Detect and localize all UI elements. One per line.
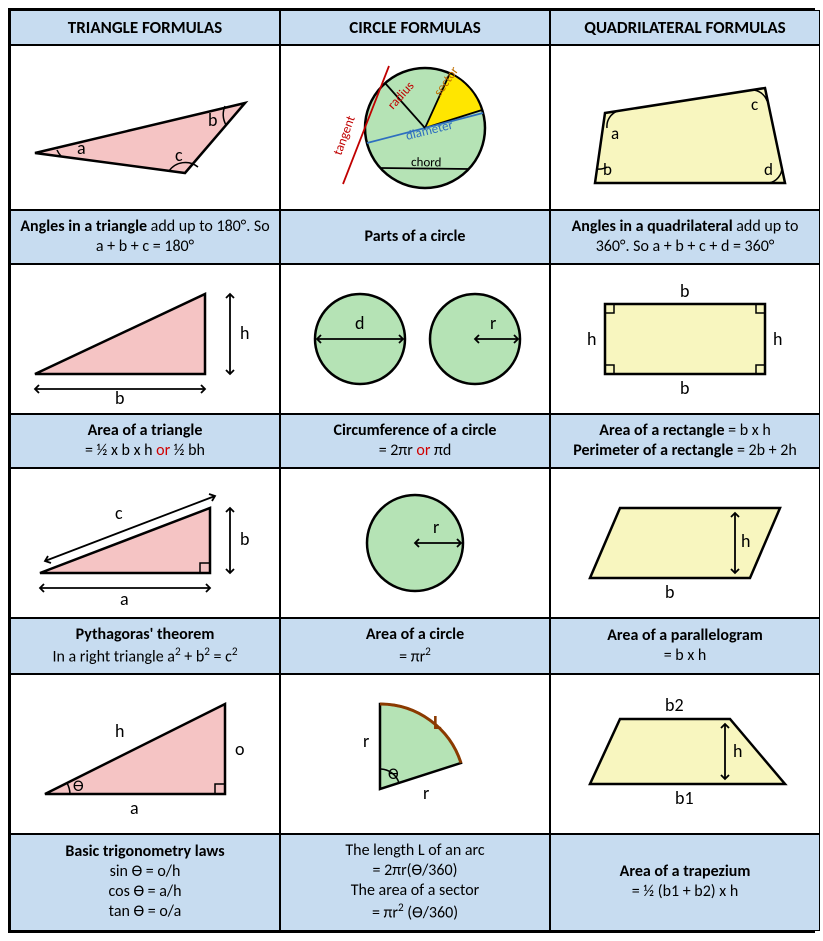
cap-bold: Area of a triangle (88, 421, 203, 441)
cap-l2: = 2b + 2h (733, 441, 796, 460)
cap-eq: = 2πr (379, 441, 417, 460)
label-qc: c (751, 94, 758, 115)
label-h-r: h (773, 328, 782, 350)
cap-bold: Basic trigonometry laws (65, 842, 224, 862)
header-quad: QUADRILATERAL FORMULAS (550, 10, 820, 45)
header-triangle: TRIANGLE FORMULAS (10, 10, 280, 45)
label-tangent: tangent (331, 113, 359, 157)
label-b-top: b (680, 280, 689, 302)
cap-eq: = b x h (664, 646, 707, 666)
fig-arc-sector: ϴ r r L (280, 674, 550, 834)
label-c: c (175, 144, 183, 166)
cap-arc: The length L of an arc = 2πr(ϴ/360) The … (280, 834, 550, 930)
cap-quad-angles: Angles in a quadrilateral add up to 360°… (550, 210, 820, 264)
label-b-bot: b (680, 377, 689, 399)
cap-line: cos ϴ = a/h (109, 882, 182, 902)
fig-triangle-angles: a b c (10, 45, 280, 210)
label-r2: r (423, 782, 429, 804)
cap-trig: Basic trigonometry laws sin ϴ = o/h cos … (10, 834, 280, 930)
label-r: r (433, 516, 439, 538)
label-b2: b2 (665, 694, 684, 716)
cap-l1b: Area of a rectangle (599, 421, 724, 440)
cap-parallelogram: Area of a parallelogram = b x h (550, 618, 820, 674)
label-b: b (240, 528, 249, 550)
cap-bold: Angles in a quadrilateral (572, 217, 733, 236)
cap-pt: + b (181, 647, 205, 666)
fig-pythagoras: a b c (10, 468, 280, 618)
label-r: r (490, 312, 496, 334)
cap-pt: = πr (372, 904, 398, 923)
cap-line: sin ϴ = o/h (110, 862, 181, 882)
cap-eq2: πd (430, 441, 451, 460)
label-o: o (235, 738, 245, 760)
fig-parallelogram: h b (550, 468, 820, 618)
label-b1: b1 (675, 787, 694, 809)
label-h: h (733, 740, 742, 762)
fig-triangle-area: b h (10, 264, 280, 414)
cap-l1: = b x h (725, 421, 771, 440)
label-qa: a (611, 123, 619, 144)
label-h: h (240, 322, 249, 344)
cap-rectangle: Area of a rectangle = b x h Perimeter of… (550, 414, 820, 468)
cap-circle-area: Area of a circle = πr2 (280, 618, 550, 674)
fig-circle-circumference: d r (280, 264, 550, 414)
cap-line: = 2πr(ϴ/360) (373, 861, 458, 881)
cap-bold: Pythagoras' theorem (76, 625, 215, 645)
label-h-l: h (587, 328, 596, 350)
fig-circle-area: r (280, 468, 550, 618)
fig-circle-parts: radius sector diameter chord tangent (280, 45, 550, 210)
cap-circumference: Circumference of a circle = 2πr or πd (280, 414, 550, 468)
cap-pt: In a right triangle a (52, 647, 174, 666)
cap-pt: = c (210, 647, 232, 666)
cap-eq: = ½ x b x h (85, 441, 156, 460)
cap-pt: (ϴ/360) (404, 904, 458, 923)
label-b: b (208, 109, 217, 131)
cap-pythagoras: Pythagoras' theorem In a right triangle … (10, 618, 280, 674)
cap-triangle-angles: Angles in a triangle add up to 180°. So … (10, 210, 280, 264)
cap-triangle-area: Area of a triangle = ½ x b x h or ½ bh (10, 414, 280, 468)
label-h: h (115, 720, 124, 742)
cap-eq2: ½ bh (170, 441, 205, 460)
cap-trapezium: Area of a trapezium = ½ (b1 + b2) x h (550, 834, 820, 930)
cap-bold: Area of a circle (366, 625, 464, 645)
sup: 2 (425, 645, 431, 659)
fig-quad-angles: a b c d (550, 45, 820, 210)
cap-text: Parts of a circle (365, 227, 466, 247)
label-r1: r (363, 730, 369, 752)
label-theta: ϴ (73, 777, 84, 796)
formula-grid: TRIANGLE FORMULAS CIRCLE FORMULAS QUADRI… (8, 8, 815, 933)
label-qb: b (603, 159, 612, 180)
cap-bold: Circumference of a circle (334, 421, 497, 441)
label-b: b (665, 581, 674, 603)
cap-line: The length L of an arc (345, 841, 484, 861)
label-a: a (130, 797, 139, 819)
cap-circle-parts: Parts of a circle (280, 210, 550, 264)
cap-or: or (416, 441, 430, 460)
label-b: b (115, 387, 124, 409)
cap-or: or (156, 441, 170, 460)
cap-eq: = ½ (b1 + b2) x h (632, 882, 738, 902)
label-c: c (115, 502, 123, 524)
cap-eq: = πr (399, 647, 425, 666)
label-qd: d (764, 159, 773, 180)
header-circle: CIRCLE FORMULAS (280, 10, 550, 45)
cap-l2b: Perimeter of a rectangle (573, 441, 733, 460)
label-d: d (355, 312, 364, 334)
cap-bold: Angles in a triangle (20, 217, 147, 236)
label-chord: chord (411, 155, 442, 171)
fig-trapezium: h b2 b1 (550, 674, 820, 834)
label-theta: ϴ (388, 765, 399, 784)
fig-trig: ϴ h o a (10, 674, 280, 834)
cap-bold: Area of a trapezium (620, 862, 751, 882)
sup: 2 (232, 645, 238, 659)
label-h: h (741, 530, 750, 552)
fig-rectangle: b b h h (550, 264, 820, 414)
label-a: a (120, 588, 129, 610)
cap-line: tan ϴ = o/a (109, 902, 182, 922)
cap-line: The area of a sector (351, 881, 479, 901)
cap-bold: Area of a parallelogram (607, 626, 763, 646)
label-a: a (77, 137, 86, 159)
label-L: L (433, 711, 442, 735)
